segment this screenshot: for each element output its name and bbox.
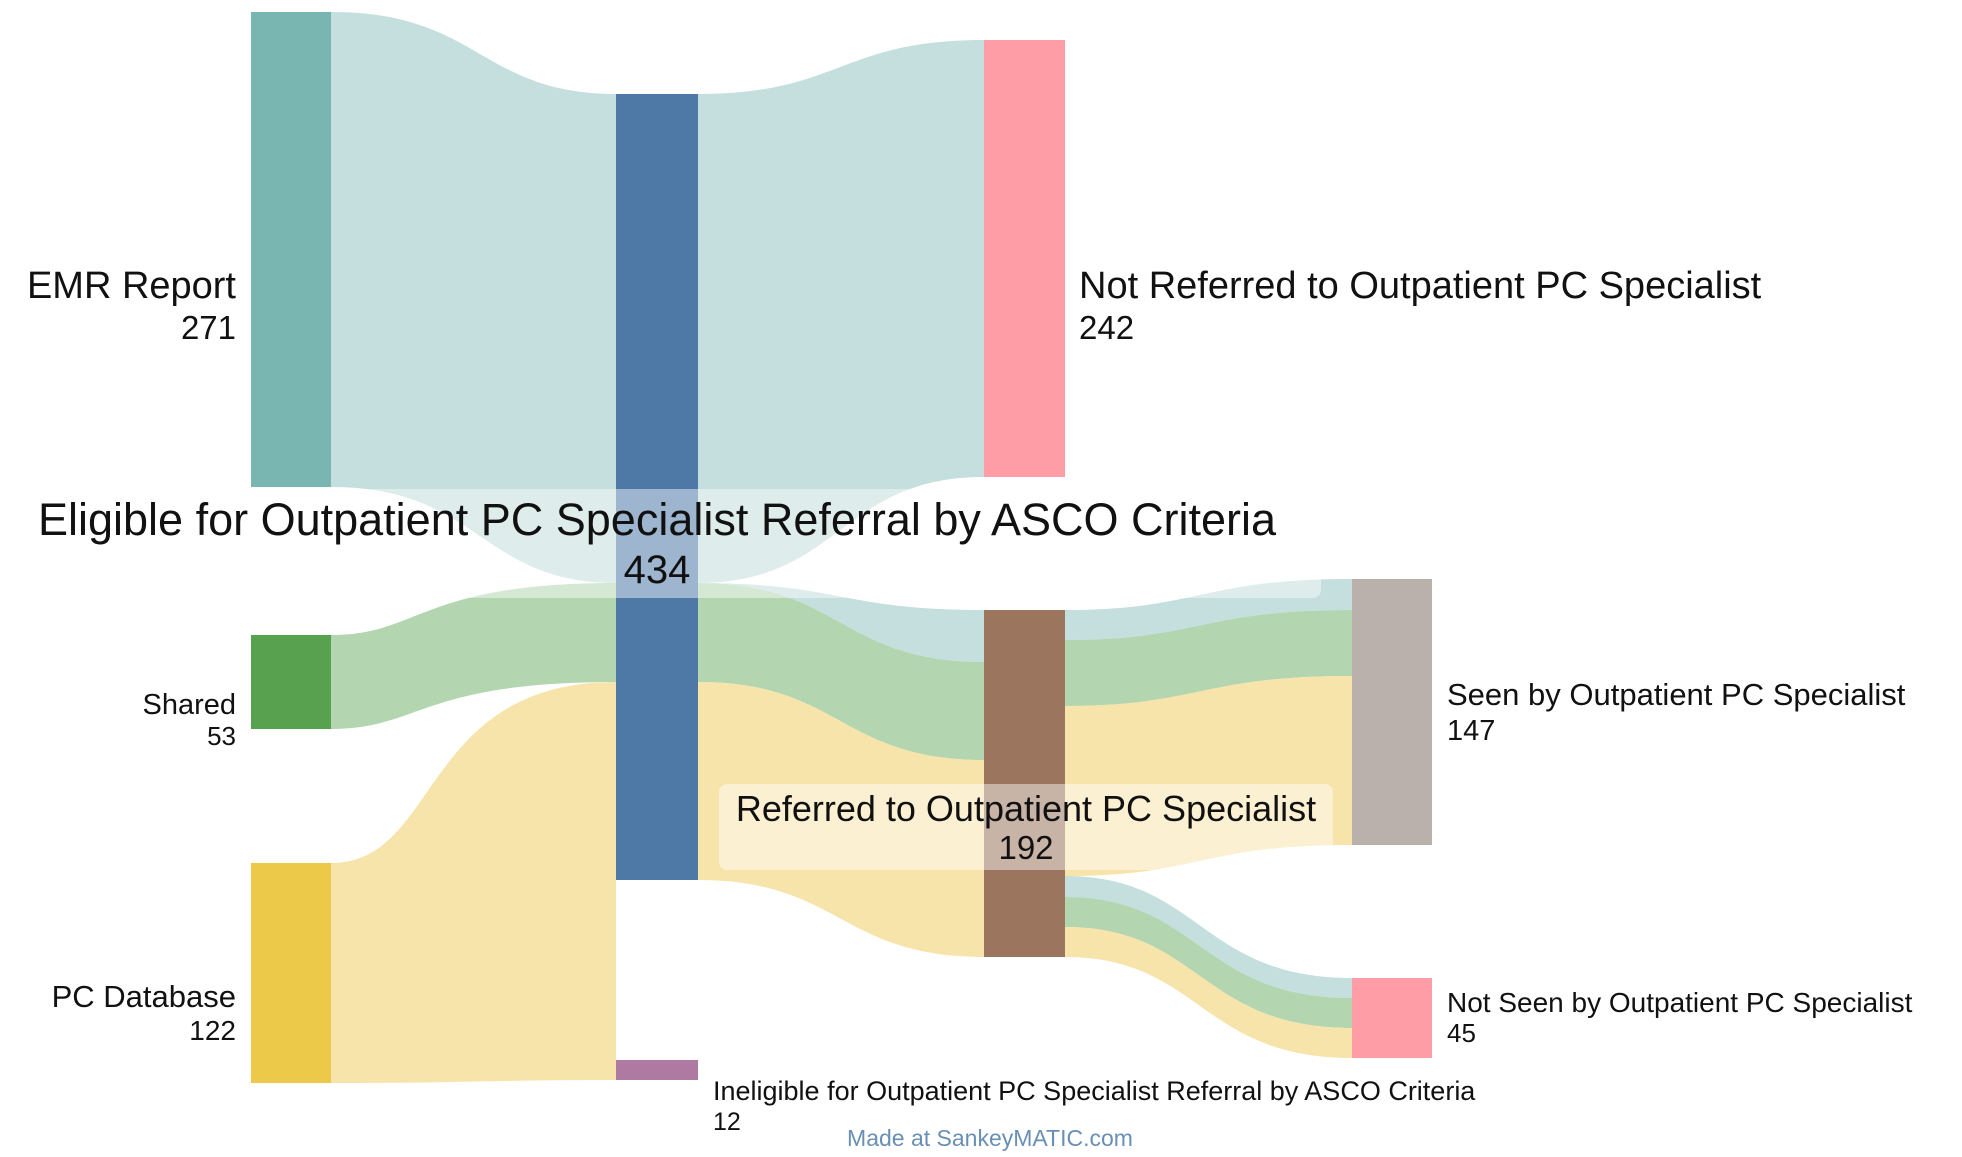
- node-shared: [251, 635, 331, 729]
- flow-ref-notseen-yellow: [1065, 927, 1352, 1058]
- credit-link[interactable]: Made at SankeyMATIC.com: [847, 1125, 1133, 1151]
- flow-eligible-notref: [698, 40, 984, 583]
- flow-ref-notseen-teal: [1065, 876, 1352, 998]
- flow-ref-notseen-green: [1065, 897, 1352, 1028]
- label-pc-database: PC Database: [52, 979, 236, 1014]
- label-seen: Seen by Outpatient PC Specialist: [1447, 677, 1906, 712]
- value-seen: 147: [1447, 715, 1495, 747]
- value-not-referred: 242: [1079, 309, 1134, 346]
- node-not-seen: [1352, 978, 1432, 1058]
- value-ineligible: 12: [713, 1108, 741, 1136]
- label-shared: Shared: [142, 689, 236, 721]
- value-referred: 192: [998, 829, 1053, 866]
- value-not-seen: 45: [1447, 1018, 1476, 1048]
- node-emr-report: [251, 12, 331, 487]
- value-pc-database: 122: [189, 1015, 236, 1046]
- label-ineligible: Ineligible for Outpatient PC Specialist …: [713, 1076, 1476, 1106]
- referred-label-backdrop: [719, 784, 1333, 870]
- flows: [331, 12, 1352, 1083]
- flow-emr-eligible: [331, 12, 616, 583]
- eligible-label-backdrop: [3, 489, 1321, 598]
- flow-ref-seen-yellow: [1065, 676, 1352, 876]
- flow-eligible-ref-green: [698, 583, 984, 760]
- nodes: [251, 12, 1432, 1083]
- node-not-referred: [984, 40, 1065, 477]
- flow-shared-eligible: [331, 583, 616, 729]
- node-ineligible: [616, 1060, 698, 1080]
- label-eligible: Eligible for Outpatient PC Specialist Re…: [38, 494, 1277, 545]
- label-not-seen: Not Seen by Outpatient PC Specialist: [1447, 987, 1913, 1018]
- flow-pcdb-ineligible: [331, 1059, 616, 1083]
- flow-eligible-ref-teal: [698, 583, 984, 662]
- label-emr-report: EMR Report: [27, 265, 236, 307]
- value-emr-report: 271: [181, 309, 236, 346]
- node-referred: [984, 610, 1065, 957]
- value-eligible: 434: [624, 548, 691, 592]
- flow-eligible-ref-yellow: [698, 682, 984, 957]
- flow-ref-seen-teal: [1065, 579, 1352, 640]
- node-pc-database: [251, 863, 331, 1083]
- label-not-referred: Not Referred to Outpatient PC Specialist: [1079, 265, 1762, 307]
- flow-ref-seen-green: [1065, 610, 1352, 706]
- flow-pcdb-eligible: [331, 682, 616, 1060]
- node-eligible: [616, 94, 698, 880]
- label-referred: Referred to Outpatient PC Specialist: [736, 788, 1316, 829]
- value-shared: 53: [207, 721, 236, 751]
- node-seen: [1352, 579, 1432, 845]
- labels: EMR Report 271 Shared 53 PC Database 122…: [27, 265, 1913, 1151]
